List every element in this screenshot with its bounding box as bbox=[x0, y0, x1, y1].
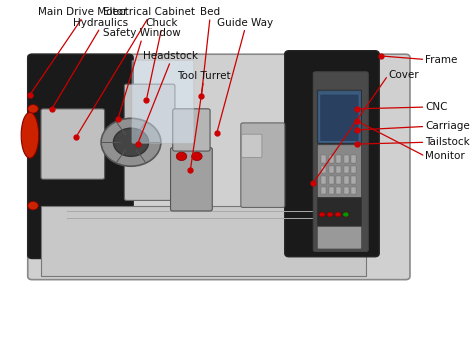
Text: Main Drive Motor: Main Drive Motor bbox=[38, 7, 128, 17]
FancyBboxPatch shape bbox=[132, 60, 194, 143]
FancyBboxPatch shape bbox=[317, 145, 362, 198]
FancyBboxPatch shape bbox=[285, 51, 379, 257]
FancyBboxPatch shape bbox=[317, 90, 362, 143]
FancyBboxPatch shape bbox=[317, 226, 362, 249]
Circle shape bbox=[191, 152, 202, 160]
Bar bbox=[344, 187, 349, 195]
Bar bbox=[321, 176, 327, 184]
Circle shape bbox=[335, 212, 341, 217]
Text: Monitor: Monitor bbox=[425, 151, 465, 162]
FancyBboxPatch shape bbox=[313, 72, 368, 251]
Bar bbox=[336, 176, 341, 184]
Bar bbox=[328, 187, 334, 195]
Circle shape bbox=[343, 212, 349, 217]
Text: Bed: Bed bbox=[200, 7, 220, 17]
Bar bbox=[344, 176, 349, 184]
Text: Guide Way: Guide Way bbox=[217, 18, 273, 28]
FancyBboxPatch shape bbox=[320, 94, 359, 141]
Bar bbox=[328, 165, 334, 173]
Bar bbox=[321, 187, 327, 195]
Text: Chuck: Chuck bbox=[146, 18, 178, 28]
Text: Frame: Frame bbox=[425, 55, 458, 65]
Circle shape bbox=[28, 105, 38, 113]
Bar bbox=[344, 165, 349, 173]
Bar bbox=[336, 187, 341, 195]
Circle shape bbox=[319, 212, 325, 217]
Text: CNC: CNC bbox=[425, 102, 448, 112]
FancyBboxPatch shape bbox=[317, 198, 362, 226]
Circle shape bbox=[28, 201, 38, 210]
FancyBboxPatch shape bbox=[41, 206, 366, 276]
Bar bbox=[351, 165, 356, 173]
Text: Safety Window: Safety Window bbox=[103, 28, 181, 38]
Text: Headstock: Headstock bbox=[143, 51, 198, 61]
Bar bbox=[336, 155, 341, 163]
Bar bbox=[328, 176, 334, 184]
FancyBboxPatch shape bbox=[28, 54, 410, 280]
Bar bbox=[321, 155, 327, 163]
Text: Tool Turret: Tool Turret bbox=[177, 71, 230, 81]
Text: Carriage: Carriage bbox=[425, 121, 470, 131]
FancyBboxPatch shape bbox=[171, 148, 212, 211]
Circle shape bbox=[101, 118, 161, 166]
Bar bbox=[351, 176, 356, 184]
Text: Electrical Cabinet: Electrical Cabinet bbox=[102, 7, 194, 17]
Text: Cover: Cover bbox=[388, 70, 419, 80]
Text: Tailstock: Tailstock bbox=[425, 137, 470, 147]
Circle shape bbox=[176, 152, 187, 160]
FancyBboxPatch shape bbox=[28, 54, 133, 258]
Circle shape bbox=[113, 128, 148, 156]
FancyBboxPatch shape bbox=[41, 109, 105, 179]
FancyBboxPatch shape bbox=[124, 84, 175, 200]
Bar bbox=[351, 187, 356, 195]
Ellipse shape bbox=[21, 112, 39, 158]
FancyBboxPatch shape bbox=[242, 134, 262, 157]
Bar bbox=[321, 165, 327, 173]
Bar bbox=[328, 155, 334, 163]
FancyBboxPatch shape bbox=[173, 109, 210, 151]
Text: Hydraulics: Hydraulics bbox=[73, 18, 128, 28]
Bar bbox=[351, 155, 356, 163]
Bar bbox=[344, 155, 349, 163]
FancyBboxPatch shape bbox=[241, 123, 285, 207]
Circle shape bbox=[327, 212, 333, 217]
Bar bbox=[336, 165, 341, 173]
